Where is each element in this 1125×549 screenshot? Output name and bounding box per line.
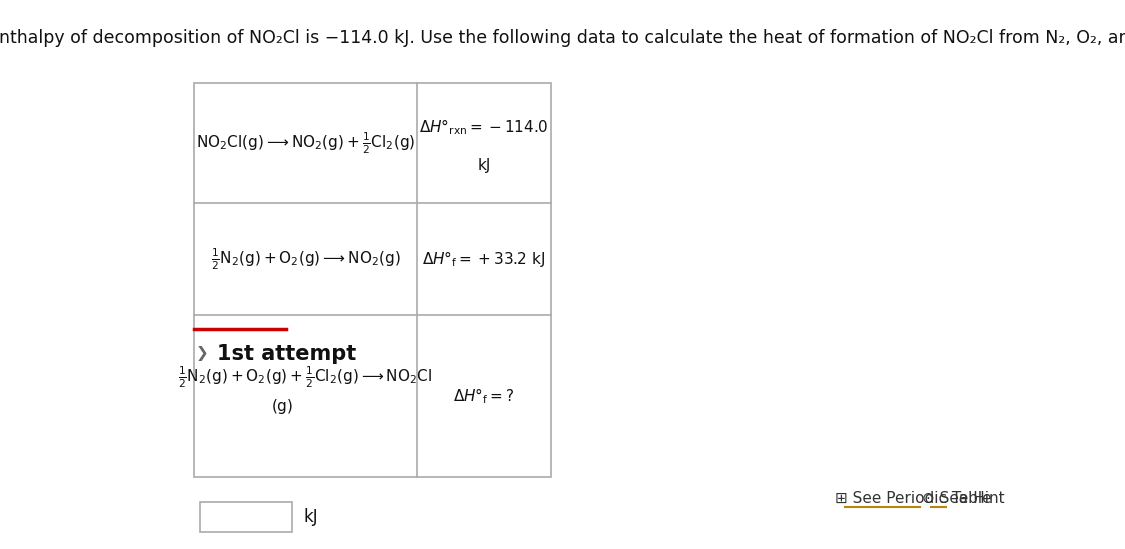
Text: ⊙ See Hint: ⊙ See Hint: [922, 491, 1005, 506]
Text: $\Delta H°_{\mathrm{f}} = +33.2\ \mathrm{kJ}$: $\Delta H°_{\mathrm{f}} = +33.2\ \mathrm…: [422, 249, 546, 270]
Text: 1st attempt: 1st attempt: [217, 344, 356, 363]
Text: $\Delta H°_{\mathrm{f}} = ?$: $\Delta H°_{\mathrm{f}} = ?$: [453, 386, 515, 406]
FancyBboxPatch shape: [193, 83, 551, 477]
Text: kJ: kJ: [477, 158, 490, 172]
Text: ❯: ❯: [196, 346, 208, 361]
Text: $\Delta H°_{\mathrm{rxn}} = -114.0$: $\Delta H°_{\mathrm{rxn}} = -114.0$: [420, 117, 549, 137]
Text: $\mathrm{NO_2Cl(g) \longrightarrow NO_2(g) + \frac{1}{2}Cl_2(g)}$: $\mathrm{NO_2Cl(g) \longrightarrow NO_2(…: [196, 131, 415, 156]
Text: $\mathrm{\frac{1}{2}N_2(g) + O_2(g) \longrightarrow NO_2(g)}$: $\mathrm{\frac{1}{2}N_2(g) + O_2(g) \lon…: [210, 247, 400, 272]
Text: $\mathrm{\frac{1}{2}N_2(g) + O_2(g) + \frac{1}{2}Cl_2(g) \longrightarrow NO_2Cl}: $\mathrm{\frac{1}{2}N_2(g) + O_2(g) + \f…: [178, 364, 432, 390]
Text: $\mathrm{(g)}$: $\mathrm{(g)}$: [271, 397, 294, 416]
Text: ⊞ See Periodic Table: ⊞ See Periodic Table: [835, 491, 992, 506]
Text: kJ: kJ: [304, 508, 318, 526]
Text: The enthalpy of decomposition of NO₂Cl is −114.0 kJ. Use the following data to c: The enthalpy of decomposition of NO₂Cl i…: [0, 29, 1125, 47]
FancyBboxPatch shape: [200, 502, 292, 533]
